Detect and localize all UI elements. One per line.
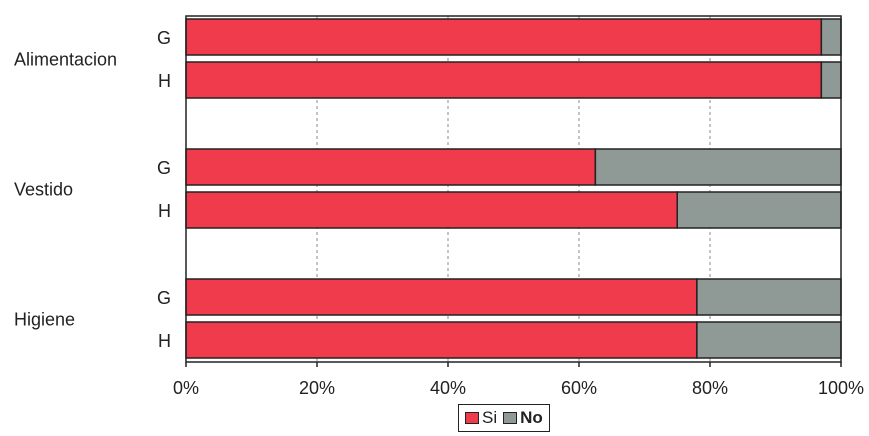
legend-swatch-si: [465, 412, 479, 424]
bar-label: H: [158, 71, 171, 91]
x-tick-label: 0%: [173, 378, 199, 398]
bar-label: H: [158, 331, 171, 351]
legend-item-no: No: [503, 408, 543, 428]
x-tick-label: 20%: [299, 378, 335, 398]
bar-si: [185, 278, 698, 316]
x-tick-label: 80%: [692, 378, 728, 398]
bar-label: G: [157, 158, 171, 178]
bar-no: [696, 278, 842, 316]
chart-legend: Si No: [458, 404, 550, 432]
legend-swatch-no: [503, 412, 518, 424]
bar-label: H: [158, 201, 171, 221]
group-label: Vestido: [14, 180, 73, 200]
bar-no: [820, 18, 842, 56]
bar-si: [185, 321, 698, 359]
bar-label: G: [157, 28, 171, 48]
bar-si: [185, 148, 597, 186]
bar-label: G: [157, 288, 171, 308]
bar-no: [594, 148, 842, 186]
legend-item-si: Si: [465, 408, 497, 428]
group-label: Higiene: [14, 310, 75, 330]
x-tick-label: 100%: [818, 378, 864, 398]
x-tick-label: 60%: [561, 378, 597, 398]
bar-no: [676, 191, 842, 229]
bar-si: [185, 61, 823, 99]
bar-no: [820, 61, 842, 99]
plot-frame: [185, 15, 842, 363]
group-label: Alimentacion: [14, 50, 117, 70]
legend-label-si: Si: [482, 408, 498, 427]
legend-label-no: No: [520, 408, 543, 427]
bar-no: [696, 321, 842, 359]
bar-si: [185, 191, 678, 229]
x-tick-label: 40%: [430, 378, 466, 398]
bar-si: [185, 18, 823, 56]
